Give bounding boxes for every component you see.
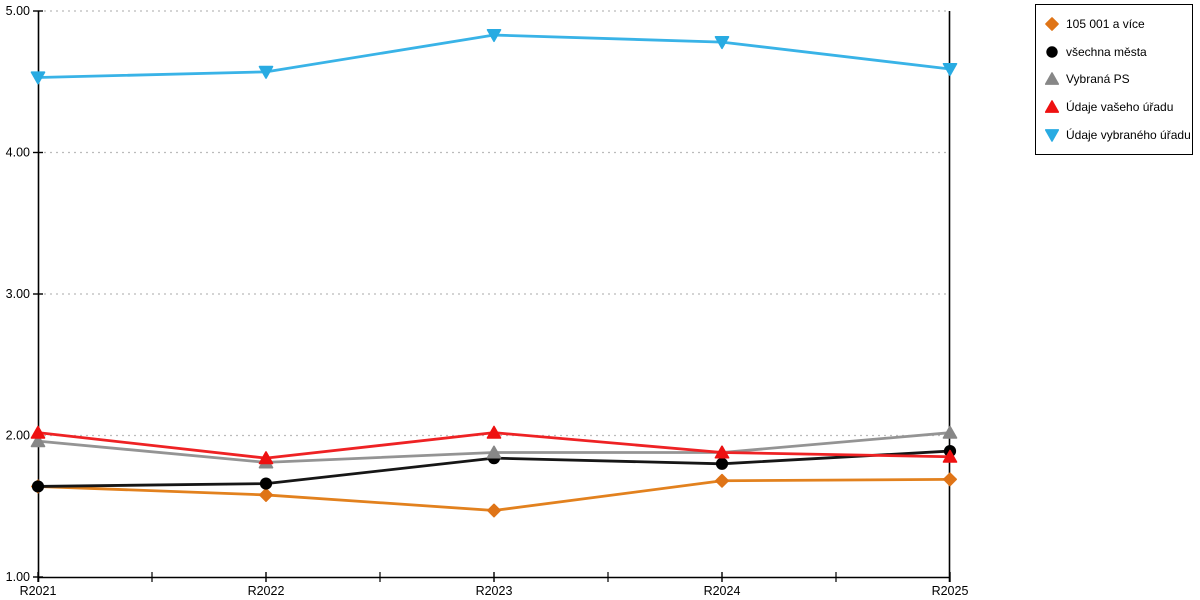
legend-item-4: Údaje vybraného úřadu: [1045, 128, 1191, 143]
legend-label-0: 105 001 a více: [1066, 16, 1145, 31]
triangle-down-marker-shape: [1045, 129, 1059, 142]
legend-label-4: Údaje vybraného úřadu: [1066, 128, 1191, 143]
data-point-2-R2025: [942, 425, 958, 439]
diamond-marker-shape: [1045, 17, 1059, 31]
x-tick-label-R2021: R2021: [20, 584, 57, 598]
diamond-marker-icon: [1045, 17, 1059, 31]
data-point-3-R2022: [258, 451, 274, 465]
x-tick-label-R2023: R2023: [476, 584, 513, 598]
y-tick-label-5.00: 5.00: [6, 4, 30, 18]
data-point-4-R2021: [30, 71, 46, 85]
legend-label-2: Vybraná PS: [1066, 72, 1130, 87]
data-point-0-R2022: [259, 487, 273, 502]
legend-item-1: všechna města: [1045, 45, 1190, 59]
legend: 105 001 a více všechna města Vybraná PS Úda…: [1035, 4, 1193, 155]
y-tick-label-1.00: 1.00: [6, 570, 30, 584]
triangle-up-marker-shape: [1045, 72, 1059, 86]
data-point-3-R2025: [942, 449, 958, 463]
y-tick-label-4.00: 4.00: [6, 146, 30, 160]
y-tick-label-2.00: 2.00: [6, 429, 30, 443]
data-point-3-R2023: [486, 425, 502, 439]
y-tick-label-3.00: 3.00: [6, 287, 30, 301]
data-point-4-R2024: [714, 36, 730, 50]
data-point-3-R2021: [30, 425, 46, 439]
data-point-0-R2024: [715, 473, 729, 488]
data-point-1-R2021: [31, 480, 45, 493]
legend-label-1: všechna města: [1066, 44, 1147, 59]
legend-item-2: Vybraná PS: [1045, 72, 1190, 86]
data-point-4-R2022: [258, 65, 274, 79]
data-point-3-R2024: [714, 445, 730, 459]
triangle-up-marker-icon: [1045, 72, 1059, 86]
x-tick-label-R2024: R2024: [704, 584, 741, 598]
legend-item-0: 105 001 a více: [1045, 17, 1190, 31]
circle-marker-icon: [1046, 45, 1058, 58]
data-point-4-R2025: [942, 62, 958, 77]
data-point-0-R2025: [943, 472, 957, 487]
legend-label-3: Údaje vašeho úřadu: [1066, 100, 1174, 115]
circle-marker-shape: [1046, 45, 1058, 58]
data-point-1-R2024: [715, 457, 729, 470]
triangle-down-marker-icon: [1045, 129, 1059, 142]
x-tick-label-R2025: R2025: [932, 584, 969, 598]
triangle-up-marker-shape: [1045, 100, 1059, 114]
data-point-4-R2023: [486, 28, 502, 43]
data-point-0-R2023: [487, 503, 501, 518]
x-tick-label-R2022: R2022: [248, 584, 285, 598]
data-point-2-R2023: [486, 445, 502, 459]
legend-item-3: Údaje vašeho úřadu: [1045, 100, 1190, 114]
data-point-2-R2021: [30, 434, 46, 448]
data-point-1-R2022: [259, 477, 273, 490]
triangle-up-marker-icon: [1045, 100, 1059, 114]
